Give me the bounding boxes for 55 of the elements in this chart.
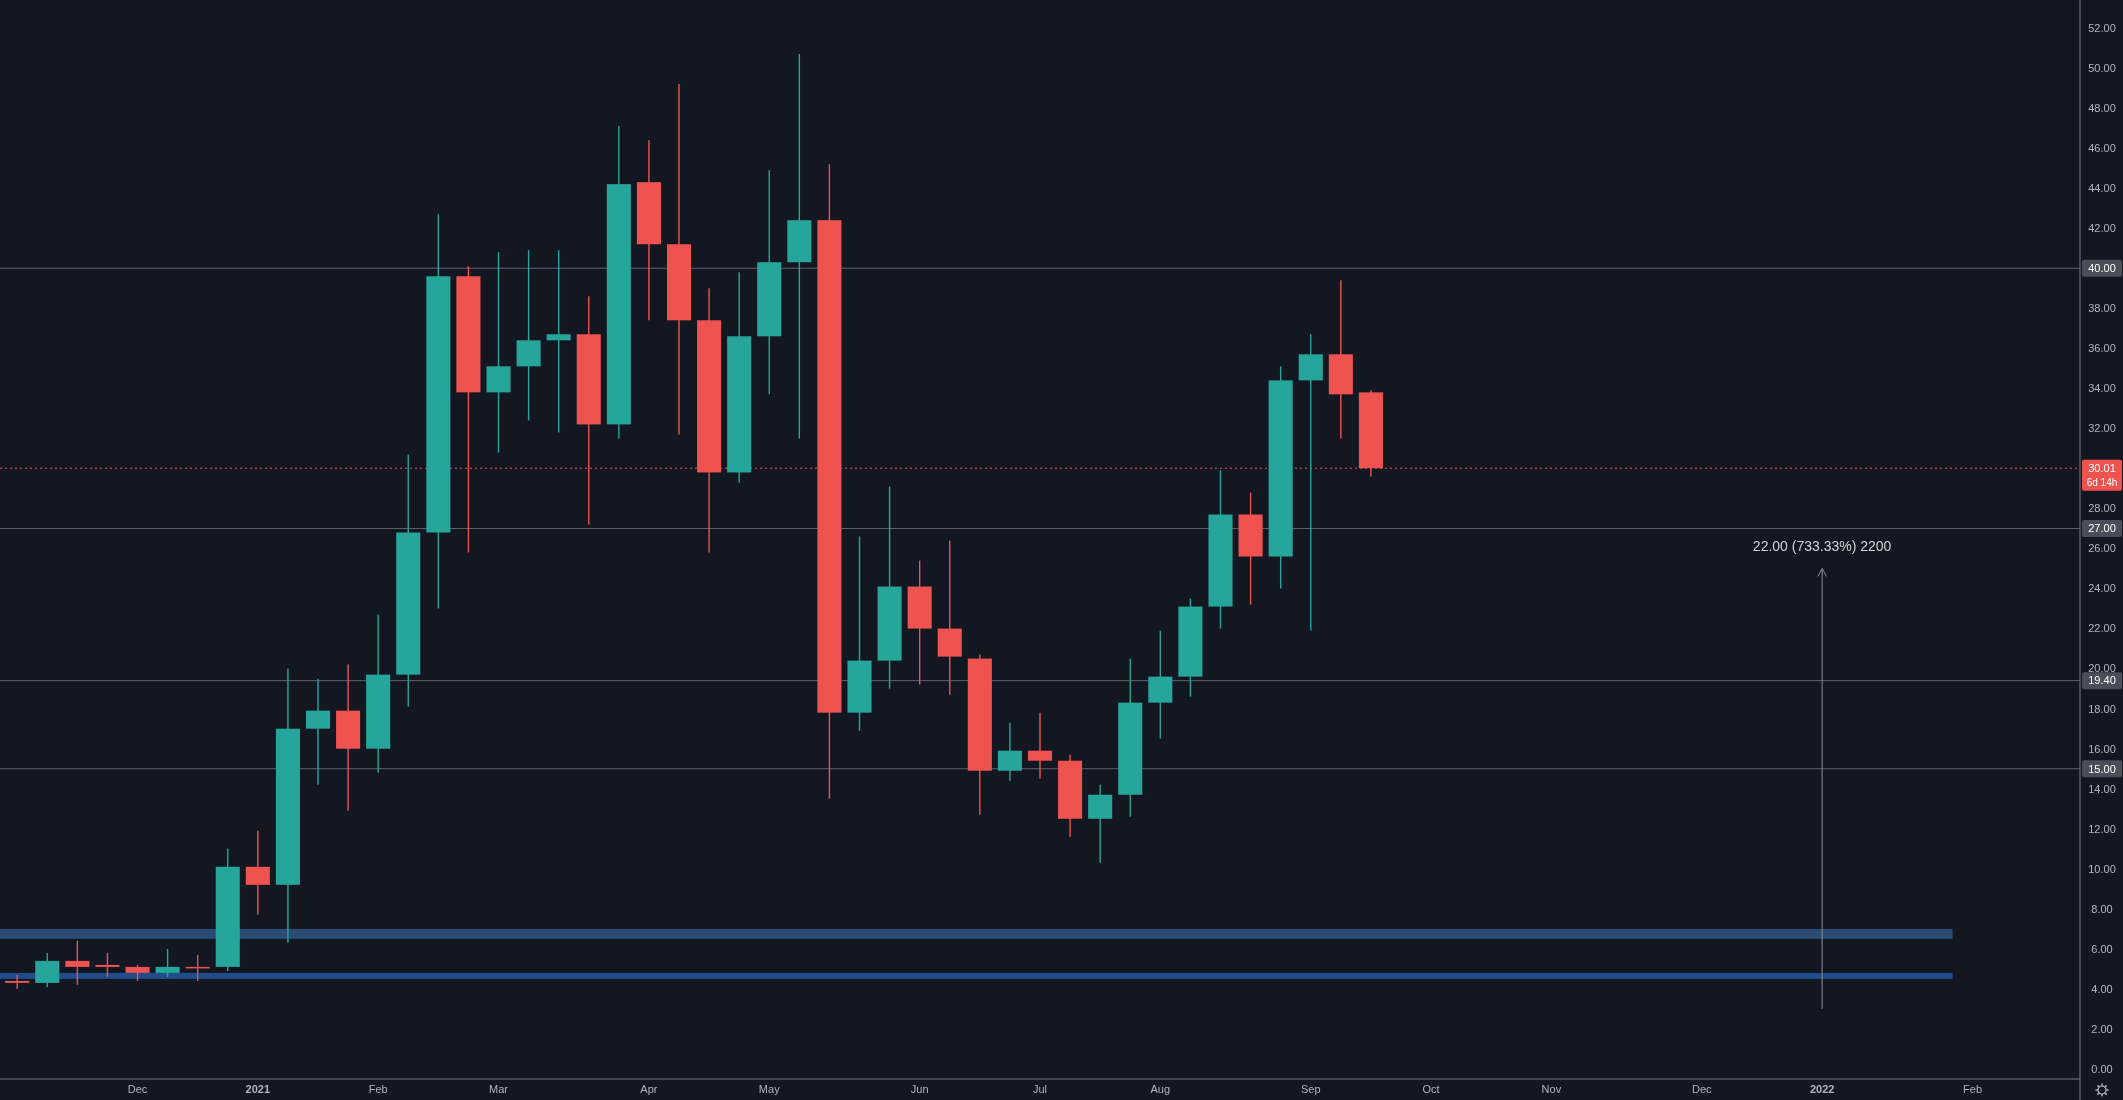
y-tick-label: 22.00 [2088,622,2116,635]
x-tick-label: Feb [1963,1083,1983,1095]
x-tick-label: Jun [910,1083,929,1095]
y-tick-label: 38.00 [2088,302,2116,315]
x-tick-label: Feb [368,1083,388,1095]
candlestick [787,53,812,440]
ref-line-label: 30.01 [2088,462,2116,475]
x-tick-label: Nov [1541,1083,1562,1095]
ref-line-label: 40.00 [2088,262,2116,275]
y-tick-label: 6.00 [2091,942,2113,955]
y-tick-label: 20.00 [2088,662,2116,675]
x-tick-label: Dec [127,1083,148,1095]
y-tick-label: 18.00 [2088,702,2116,715]
candlestick [95,952,120,978]
x-tick-label: Apr [640,1083,658,1095]
y-tick-label: 8.00 [2091,902,2113,915]
y-tick-label: 44.00 [2088,182,2116,195]
candlestick [5,974,30,990]
candlestick [1298,333,1323,632]
candlestick [155,948,180,978]
y-tick-label: 36.00 [2088,342,2116,355]
y-tick-label: 4.00 [2091,982,2113,995]
x-tick-label: Sep [1300,1083,1321,1095]
x-tick-label: Dec [1692,1083,1713,1095]
x-tick-label: Mar [489,1083,509,1095]
candlestick [546,249,571,434]
y-tick-label: 10.00 [2088,862,2116,875]
ref-line-label: 27.00 [2088,522,2116,535]
y-tick-label: 34.00 [2088,382,2116,395]
y-tick-label: 32.00 [2088,422,2116,435]
y-tick-label: 42.00 [2088,222,2116,235]
x-tick-label: Jul [1032,1083,1048,1095]
x-tick-label: 2022 [1809,1083,1835,1095]
annotation: 22.00 (733.33%) 2200 [1752,537,1892,554]
ref-line-label: 15.00 [2088,762,2116,775]
y-tick-label: 24.00 [2088,582,2116,595]
y-tick-label: 0.00 [2091,1062,2113,1075]
x-tick-label: Aug [1150,1083,1171,1095]
y-tick-label: 48.00 [2088,101,2116,114]
y-tick-label: 26.00 [2088,542,2116,555]
y-tick-label: 2.00 [2091,1022,2113,1035]
text: 6d 14h [2086,476,2118,488]
y-tick-label: 52.00 [2088,21,2116,34]
ref-line-label: 19.40 [2088,674,2116,687]
x-tick-label: May [758,1083,781,1095]
y-tick-label: 16.00 [2088,742,2116,755]
candlestick [1027,711,1053,780]
y-tick-label: 28.00 [2088,502,2116,515]
x-tick-label: 2021 [245,1083,271,1095]
y-tick-label: 46.00 [2088,141,2116,154]
y-tick-label: 50.00 [2088,61,2116,74]
y-tick-label: 12.00 [2088,822,2116,835]
x-tick-label: Oct [1422,1083,1440,1095]
candlestick [65,940,90,986]
y-tick-label: 14.00 [2088,782,2116,795]
